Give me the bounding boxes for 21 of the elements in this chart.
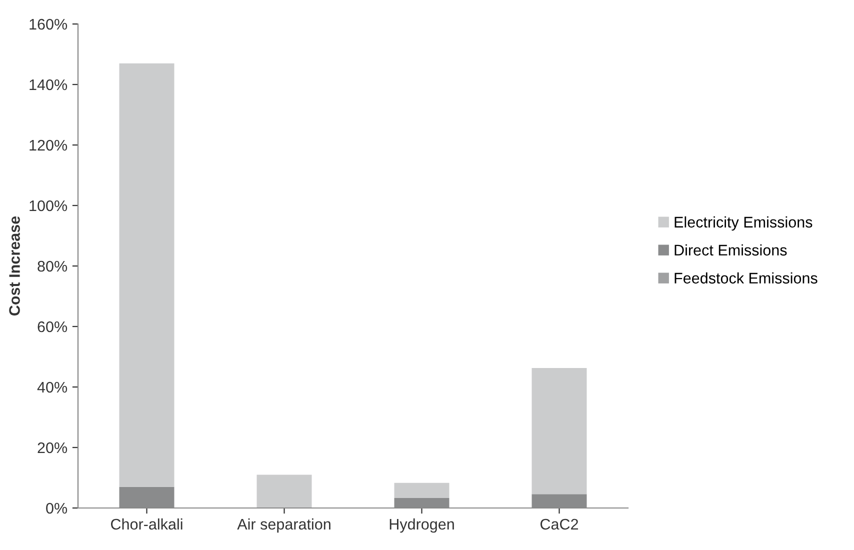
y-tick-label: 60% bbox=[38, 321, 68, 332]
y-tick-label: 120% bbox=[30, 140, 68, 151]
y-tick-label: 80% bbox=[38, 260, 68, 272]
x-tick-label: Chor-alkali bbox=[111, 518, 182, 530]
y-tick-label: 0% bbox=[46, 502, 68, 514]
x-tick-label: CaC2 bbox=[540, 518, 578, 530]
x-tick-label: Hydrogen bbox=[390, 518, 454, 533]
bar bbox=[119, 63, 174, 487]
y-axis-title: Cost Increase bbox=[9, 216, 20, 316]
x-tick-label: Air separation bbox=[237, 518, 330, 533]
legend-label: Feedstock Emissions bbox=[674, 272, 818, 284]
bar bbox=[394, 482, 450, 498]
y-tick-label: 20% bbox=[38, 442, 68, 454]
legend-label: Electricity Emissions bbox=[674, 216, 812, 231]
bar bbox=[256, 474, 312, 508]
bar bbox=[532, 368, 587, 494]
y-tick-label: 140% bbox=[30, 79, 68, 90]
y-tick-label: 160% bbox=[30, 18, 68, 30]
y-tick-label: 40% bbox=[37, 382, 68, 393]
y-tick-label: 100% bbox=[30, 200, 68, 212]
legend-label: Direct Emissions bbox=[674, 244, 787, 256]
